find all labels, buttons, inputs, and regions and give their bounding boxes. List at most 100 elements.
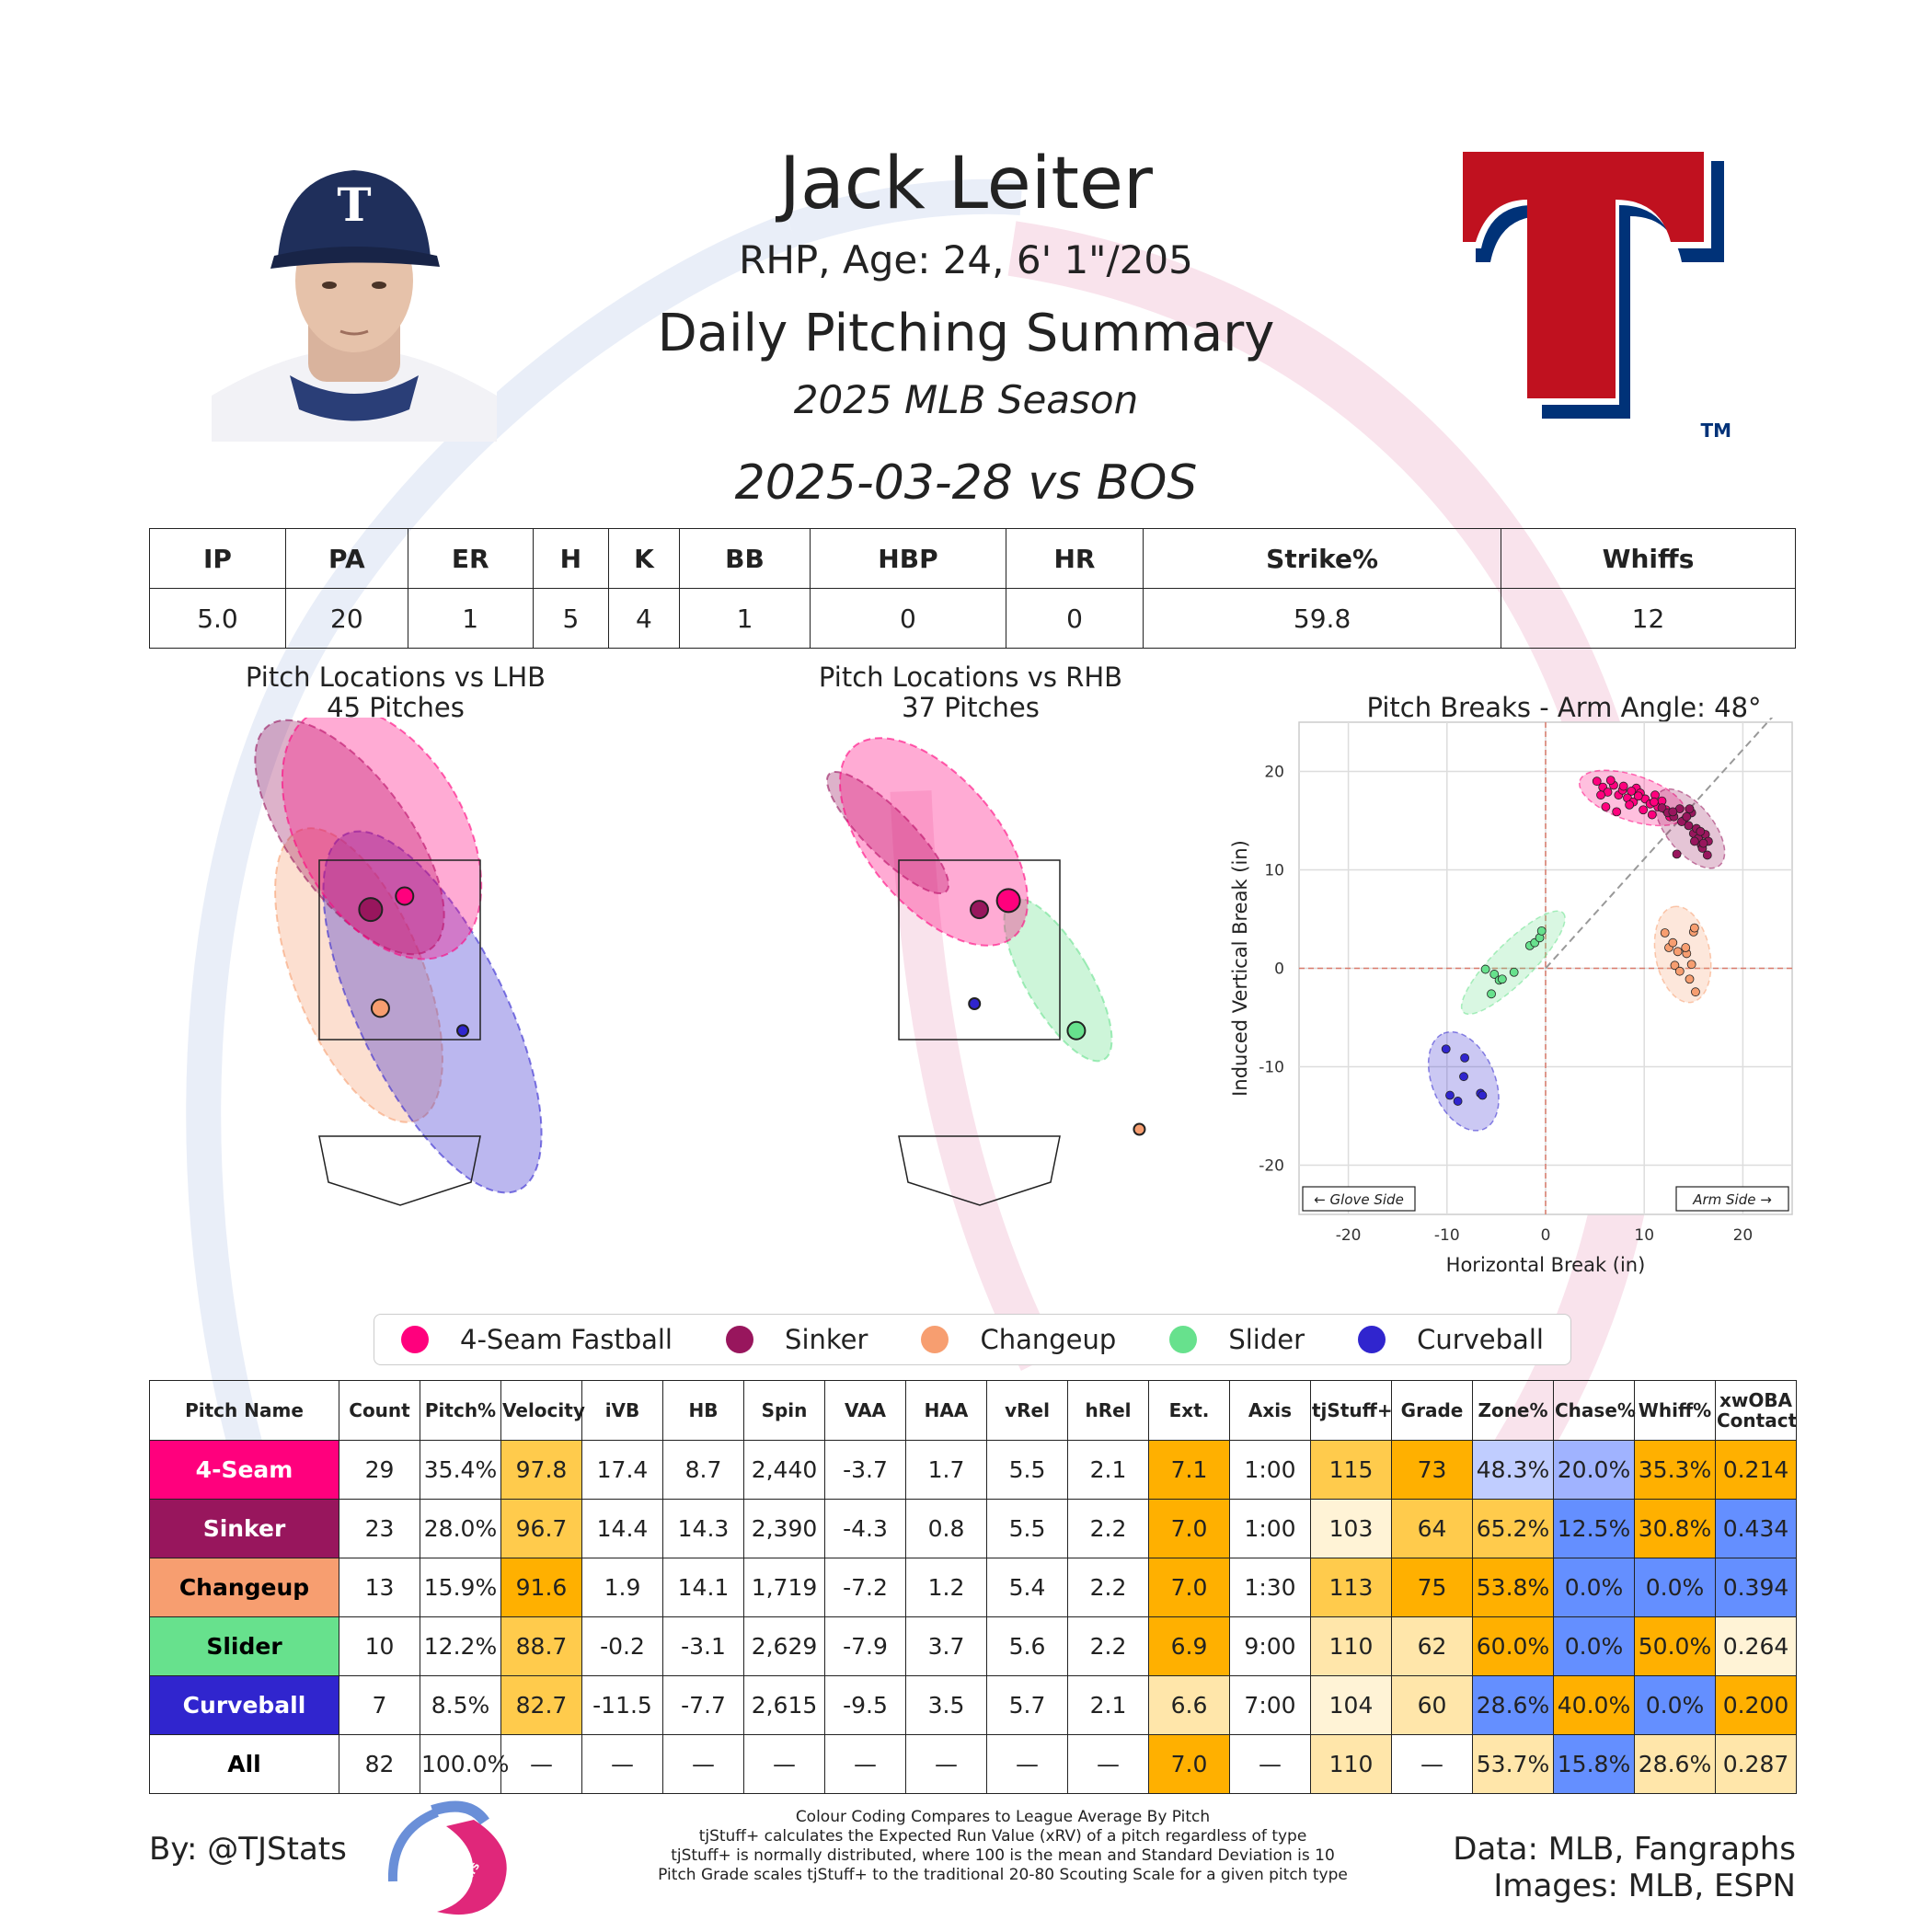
player-bio: RHP, Age: 24, 6' 1"/205: [739, 237, 1193, 282]
break-point: [1668, 807, 1678, 817]
pitch-name-cell: 4-Seam: [149, 1440, 339, 1500]
pitch-metric-cell: 0.264: [1715, 1616, 1797, 1676]
game-stat-header: K: [608, 528, 680, 589]
pitch-metric-cell: 14.3: [662, 1499, 744, 1558]
pitch-table-header: vRel: [986, 1380, 1068, 1441]
game-stat-value: 1: [678, 588, 811, 649]
pitch-table-header: Count: [339, 1380, 420, 1441]
home-plate: [898, 1135, 1061, 1206]
break-point: [1633, 791, 1643, 801]
break-point: [1689, 923, 1699, 933]
y-axis-label: Induced Vertical Break (in): [1229, 840, 1251, 1097]
x-tick-label: 0: [1541, 1226, 1551, 1245]
footer-notes: Colour Coding Compares to League Average…: [626, 1808, 1380, 1885]
location-density-ellipse: [274, 827, 443, 1123]
pitch-metric-cell: —: [824, 1734, 906, 1794]
pitch-metric-cell: —: [500, 1734, 582, 1794]
pitch-metric-cell: 2,615: [743, 1675, 825, 1735]
rhb-title-line1: Pitch Locations vs RHB: [818, 661, 1123, 693]
legend-label: Changeup: [980, 1324, 1117, 1355]
pitch-table-header-row: Pitch Name Count Pitch% Velocity iVB HB Spin VA…: [149, 1380, 1797, 1441]
legend-label: Curveball: [1417, 1324, 1544, 1355]
pitch-metric-cell: 2.2: [1067, 1558, 1149, 1617]
pitch-metric-cell: 0.0%: [1634, 1558, 1716, 1617]
byline: By: @TJStats: [149, 1831, 347, 1868]
break-point: [1453, 1097, 1463, 1106]
season-label: 2025 MLB Season: [793, 377, 1139, 422]
break-point: [1672, 849, 1682, 859]
pitch-metric-cell: 28.0%: [420, 1499, 501, 1558]
pitch-metric-cell: -9.5: [824, 1675, 906, 1735]
side-annotation-box: [1302, 1186, 1416, 1212]
y-tick-label: -20: [1259, 1157, 1284, 1176]
location-density-ellipse: [825, 770, 950, 895]
pitch-table-header: iVB: [581, 1380, 663, 1441]
pitch-table-header: Velocity: [500, 1380, 585, 1441]
legend-item: Changeup: [921, 1324, 1116, 1355]
location-mean-point: [1066, 1020, 1087, 1041]
pitch-metric-cell: 0.0%: [1553, 1558, 1635, 1617]
pitch-table-row: All 82 100.0% — — — — — — — —7.0—110—53.7% 15.8% 28.…: [149, 1734, 1797, 1794]
pitch-metric-cell: 29: [339, 1440, 420, 1500]
break-point: [1536, 926, 1547, 936]
x-axis-label: Horizontal Break (in): [1446, 1254, 1646, 1276]
break-point: [1647, 810, 1657, 820]
break-point: [1684, 821, 1694, 831]
break-point: [1618, 781, 1628, 791]
pitch-metric-cell: 0.287: [1715, 1734, 1797, 1794]
pitch-metric-cell: 0.0%: [1634, 1675, 1716, 1735]
break-point: [1650, 797, 1659, 807]
pitch-name-cell: Changeup: [149, 1558, 339, 1617]
pitch-metric-cell: 13: [339, 1558, 420, 1617]
break-point: [1685, 804, 1695, 814]
pitch-metric-cell: 1.9: [581, 1558, 663, 1617]
location-mean-point: [456, 1024, 470, 1038]
break-point: [1497, 974, 1507, 984]
pitch-metric-cell: —: [986, 1734, 1068, 1794]
pitch-location-plot-rhb: [825, 737, 1146, 1206]
pitch-metric-cell: 50.0%: [1634, 1616, 1716, 1676]
pitch-metric-cell: 9:00: [1229, 1616, 1311, 1676]
break-point: [1625, 799, 1635, 810]
pitch-metric-cell: 7:00: [1229, 1675, 1311, 1735]
pitch-metric-cell: 100.0%: [420, 1734, 509, 1794]
pitch-table-header: HAA: [905, 1380, 987, 1441]
location-density-ellipse: [281, 718, 483, 960]
legend-label: 4-Seam Fastball: [460, 1324, 673, 1355]
game-stat-value: 0: [1005, 588, 1144, 649]
x-tick-label: 10: [1634, 1226, 1654, 1245]
pitch-metric-cell: 0.8: [905, 1499, 987, 1558]
pitch-metric-cell: 1,719: [743, 1558, 825, 1617]
pitch-name-cell: Sinker: [149, 1499, 339, 1558]
pitch-location-plot-lhb: [254, 718, 543, 1206]
pitch-metric-cell: 110: [1310, 1734, 1392, 1794]
pitch-metric-cell: 73: [1391, 1440, 1473, 1500]
strike-zone: [898, 859, 1061, 1041]
pitch-metric-cell: 40.0%: [1553, 1675, 1635, 1735]
pitch-metric-cell: 2,629: [743, 1616, 825, 1676]
home-plate: [318, 1135, 481, 1206]
legend-item: Slider: [1169, 1324, 1305, 1355]
break-point: [1460, 1052, 1469, 1063]
pitch-name-cell: All: [149, 1734, 339, 1794]
legend-marker: [1169, 1326, 1198, 1353]
break-point: [1509, 967, 1519, 977]
pitch-metric-cell: 7.1: [1148, 1440, 1230, 1500]
pitch-metric-cell: 0.434: [1715, 1499, 1797, 1558]
break-point: [1691, 987, 1700, 997]
break-point: [1674, 966, 1685, 976]
pitch-metric-cell: 0.200: [1715, 1675, 1797, 1735]
pitch-metric-cell: 2.1: [1067, 1440, 1149, 1500]
cap-logo-letter: T: [337, 178, 371, 232]
pitch-metric-cell: -7.2: [824, 1558, 906, 1617]
arm-angle-line: [1545, 718, 1774, 970]
pitch-metric-cell: 30.8%: [1634, 1499, 1716, 1558]
pitch-metric-cell: 5.6: [986, 1616, 1068, 1676]
pitch-metric-cell: 1:30: [1229, 1558, 1311, 1617]
pitch-metric-cell: 14.4: [581, 1499, 663, 1558]
pitch-metric-cell: 2.1: [1067, 1675, 1149, 1735]
pitch-table-header: VAA: [824, 1380, 906, 1441]
pitch-metric-cell: 3.7: [905, 1616, 987, 1676]
pitch-metric-cell: —: [662, 1734, 744, 1794]
pitch-metric-cell: 88.7: [500, 1616, 582, 1676]
